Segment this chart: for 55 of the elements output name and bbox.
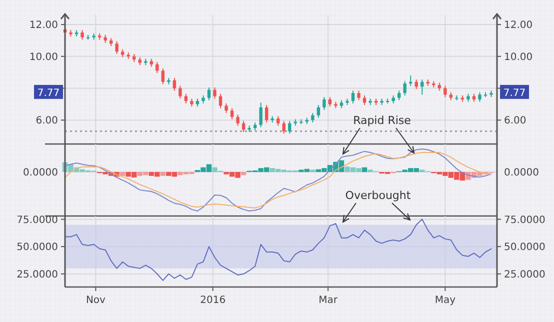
y-tick-label: 10.00	[29, 52, 58, 63]
y-tick-label: 75.0000	[16, 214, 58, 226]
annotation: Overbought	[345, 189, 412, 202]
candlestick	[178, 85, 182, 100]
candlestick	[282, 120, 286, 134]
text: 7.77	[503, 88, 526, 99]
candlestick	[80, 30, 84, 40]
y2-tick-label: 75.0000	[504, 214, 546, 226]
candlestick	[403, 80, 406, 96]
candlestick	[224, 102, 228, 114]
candlestick	[311, 112, 314, 123]
bar	[120, 172, 126, 176]
y2-tick-label: 50.0000	[504, 242, 546, 254]
x-tick-label: Mar	[318, 295, 338, 306]
y-tick-label: 6.00	[36, 116, 58, 127]
candlestick	[236, 114, 240, 126]
candlestick	[322, 96, 326, 110]
y-tick-label: 25.0000	[16, 269, 58, 280]
candlestick	[207, 86, 211, 101]
bar	[160, 172, 166, 176]
y-tick-label: 12.00	[29, 20, 58, 32]
candlestick	[409, 75, 412, 86]
candlestick	[276, 116, 280, 126]
line-series	[64, 218, 492, 281]
bar	[362, 167, 368, 172]
candlestick	[259, 102, 262, 128]
candlestick	[478, 92, 482, 102]
text: 0.0000	[504, 168, 539, 178]
candlestick	[397, 90, 401, 101]
candlestick	[316, 104, 320, 118]
x-tick-label: Nov	[86, 295, 106, 306]
x-tick-label: May	[434, 295, 456, 306]
candlestick	[357, 90, 360, 101]
candlestick	[156, 61, 159, 74]
candlestick	[161, 68, 165, 85]
candlestick	[230, 108, 234, 120]
candlestick	[184, 93, 188, 104]
y2-tick-label: 12.00	[504, 20, 533, 32]
bar	[240, 172, 246, 176]
candlestick	[172, 77, 176, 92]
annotation: Rapid Rise	[353, 114, 412, 127]
ref-line-label: 0.0000	[23, 168, 58, 178]
candlestick	[444, 85, 447, 98]
y2-tick-label: 25.0000	[504, 269, 546, 280]
y2-tick-label: 10.00	[504, 52, 533, 63]
y2-tick-label: 6.00	[504, 116, 526, 127]
x-tick-label: 2016	[200, 295, 226, 306]
candlestick	[218, 93, 222, 109]
candlestick	[213, 86, 216, 100]
candlestick	[351, 90, 355, 104]
candlestick	[288, 120, 292, 134]
y-tick-label: 50.0000	[16, 242, 58, 254]
candlestick	[265, 104, 268, 123]
candlestick	[115, 40, 118, 55]
annotation: 7.77	[37, 88, 60, 99]
